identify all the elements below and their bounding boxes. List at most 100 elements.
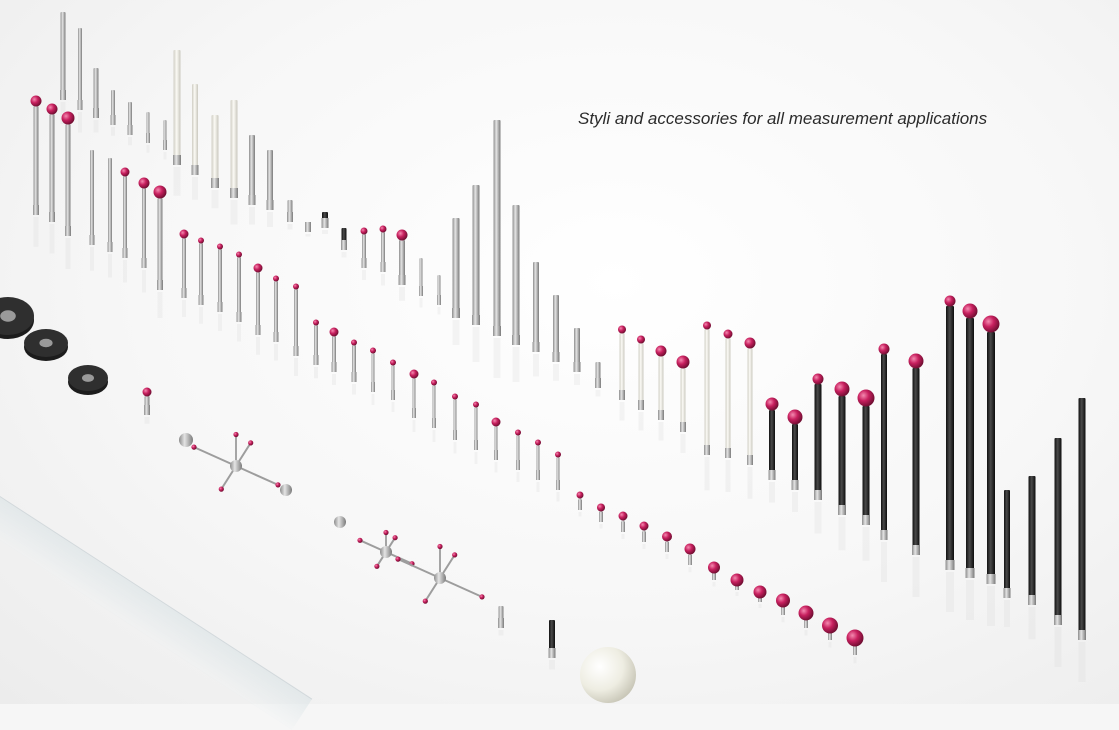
stylus-ruby-tip — [618, 325, 626, 421]
stylus-ruby-tip — [878, 343, 890, 582]
stylus-ruby-tip — [473, 401, 479, 464]
stylus-ruby-tip — [639, 521, 649, 549]
stylus-extension — [127, 102, 133, 146]
stylus-ruby-tip — [198, 237, 204, 324]
stylus-extension — [287, 200, 293, 230]
stylus-ruby-tip — [142, 387, 152, 424]
stylus-extension — [191, 84, 199, 200]
stylus-ruby-tip — [293, 283, 299, 376]
stylus-extension — [266, 150, 274, 227]
stylus-ruby-tip — [253, 263, 263, 355]
stylus-hub — [179, 433, 193, 447]
stylus-ruby-tip — [313, 319, 319, 379]
stylus-extension — [163, 120, 167, 160]
stylus-extension — [230, 100, 238, 225]
stylus-extension — [110, 90, 116, 136]
stylus-extension — [552, 295, 560, 381]
stylus-ruby-tip — [798, 605, 814, 636]
stylus-extension — [173, 50, 181, 196]
stylus-ruby-tip — [944, 295, 956, 612]
stylus-ruby-tip — [982, 315, 1000, 626]
stylus-extension — [437, 275, 441, 315]
photo-caption: Styli and accessories for all measuremen… — [578, 109, 988, 128]
stylus-ruby-tip — [812, 373, 824, 534]
stylus-ruby-tip — [351, 339, 357, 395]
stylus-ruby-tip — [708, 561, 720, 587]
stylus-ruby-tip — [120, 167, 130, 283]
stylus-hub — [280, 484, 292, 496]
stylus-ruby-tip — [30, 95, 42, 247]
stylus-extension — [493, 120, 501, 378]
stylus-extension — [512, 205, 520, 382]
stylus-hub — [334, 516, 346, 528]
stylus-ruby-tip — [396, 229, 408, 301]
stylus-ruby-tip — [576, 491, 584, 517]
stylus-ruby-tip — [962, 303, 978, 620]
stylus-ruby-tip — [744, 337, 756, 499]
stylus-carbon-fibre — [341, 228, 347, 258]
stylus-ruby-tip — [857, 389, 875, 561]
stylus-ruby-tip — [61, 111, 75, 269]
stylus-ruby-tip — [834, 381, 850, 551]
stylus-ruby-tip — [684, 543, 696, 573]
stylus-ruby-tip — [535, 439, 541, 492]
stylus-carbon-fibre — [1078, 398, 1086, 682]
stylus-ruby-tip — [787, 409, 803, 512]
stylus-ruby-tip — [153, 185, 167, 318]
stylus-extension — [472, 185, 480, 362]
stylus-extension — [452, 218, 460, 345]
stylus-extension — [146, 112, 150, 153]
ceramic-sphere — [580, 647, 636, 703]
stylus-ruby-tip — [491, 417, 501, 473]
stylus-ruby-tip — [723, 329, 733, 492]
stylus-ruby-tip — [409, 369, 419, 432]
stylus-ruby-tip — [431, 379, 437, 442]
stylus-carbon-fibre — [1054, 438, 1062, 667]
stylus-disc — [0, 297, 34, 339]
stylus-ruby-tip — [46, 103, 58, 254]
stylus-ruby-tip — [655, 345, 667, 441]
stylus-extension — [305, 222, 311, 237]
stylus-ruby-tip — [379, 225, 387, 286]
star-stylus — [395, 543, 485, 604]
stylus-disc — [24, 329, 68, 361]
stylus-disc — [68, 365, 108, 395]
stylus-carbon-fibre — [1028, 476, 1036, 640]
stylus-ruby-tip — [846, 629, 864, 664]
stylus-ruby-tip — [730, 573, 744, 596]
stylus-extension — [89, 150, 95, 271]
stylus-extension — [248, 135, 256, 225]
stylus-ruby-tip — [236, 251, 242, 342]
stylus-ruby-tip — [753, 585, 767, 608]
stylus-ruby-tip — [703, 321, 711, 491]
stylus-ruby-tip — [515, 429, 521, 482]
stylus-ruby-tip — [370, 347, 376, 405]
stylus-ruby-tip — [765, 397, 779, 503]
stylus-ruby-tip — [273, 275, 279, 361]
stylus-extension — [573, 328, 581, 385]
stylus-ruby-tip — [555, 451, 561, 502]
stylus-ruby-tip — [452, 393, 458, 454]
stylus-ruby-tip — [217, 243, 223, 331]
stylus-ruby-tip — [822, 617, 838, 648]
stylus-extension — [60, 12, 66, 124]
stylus-ruby-tip — [597, 503, 605, 529]
stylus-carbon-fibre — [548, 620, 556, 670]
stylus-extension — [498, 606, 504, 636]
stylus-extension — [211, 115, 219, 209]
stylus-carbon-fibre — [321, 212, 329, 234]
stylus-ruby-tip — [908, 353, 924, 597]
stylus-extension — [93, 68, 99, 133]
stylus-extension — [77, 28, 83, 133]
stylus-ruby-tip — [618, 511, 628, 539]
stylus-extension — [532, 262, 540, 377]
stylus-extension — [595, 362, 601, 397]
stylus-extension — [107, 158, 113, 278]
stylus-ruby-tip — [776, 593, 790, 623]
stylus-ruby-tip — [637, 335, 645, 431]
stylus-ruby-tip — [676, 355, 690, 453]
stylus-carbon-fibre — [1003, 490, 1011, 627]
stylus-ruby-tip — [179, 229, 189, 317]
stylus-ruby-tip — [662, 531, 672, 559]
